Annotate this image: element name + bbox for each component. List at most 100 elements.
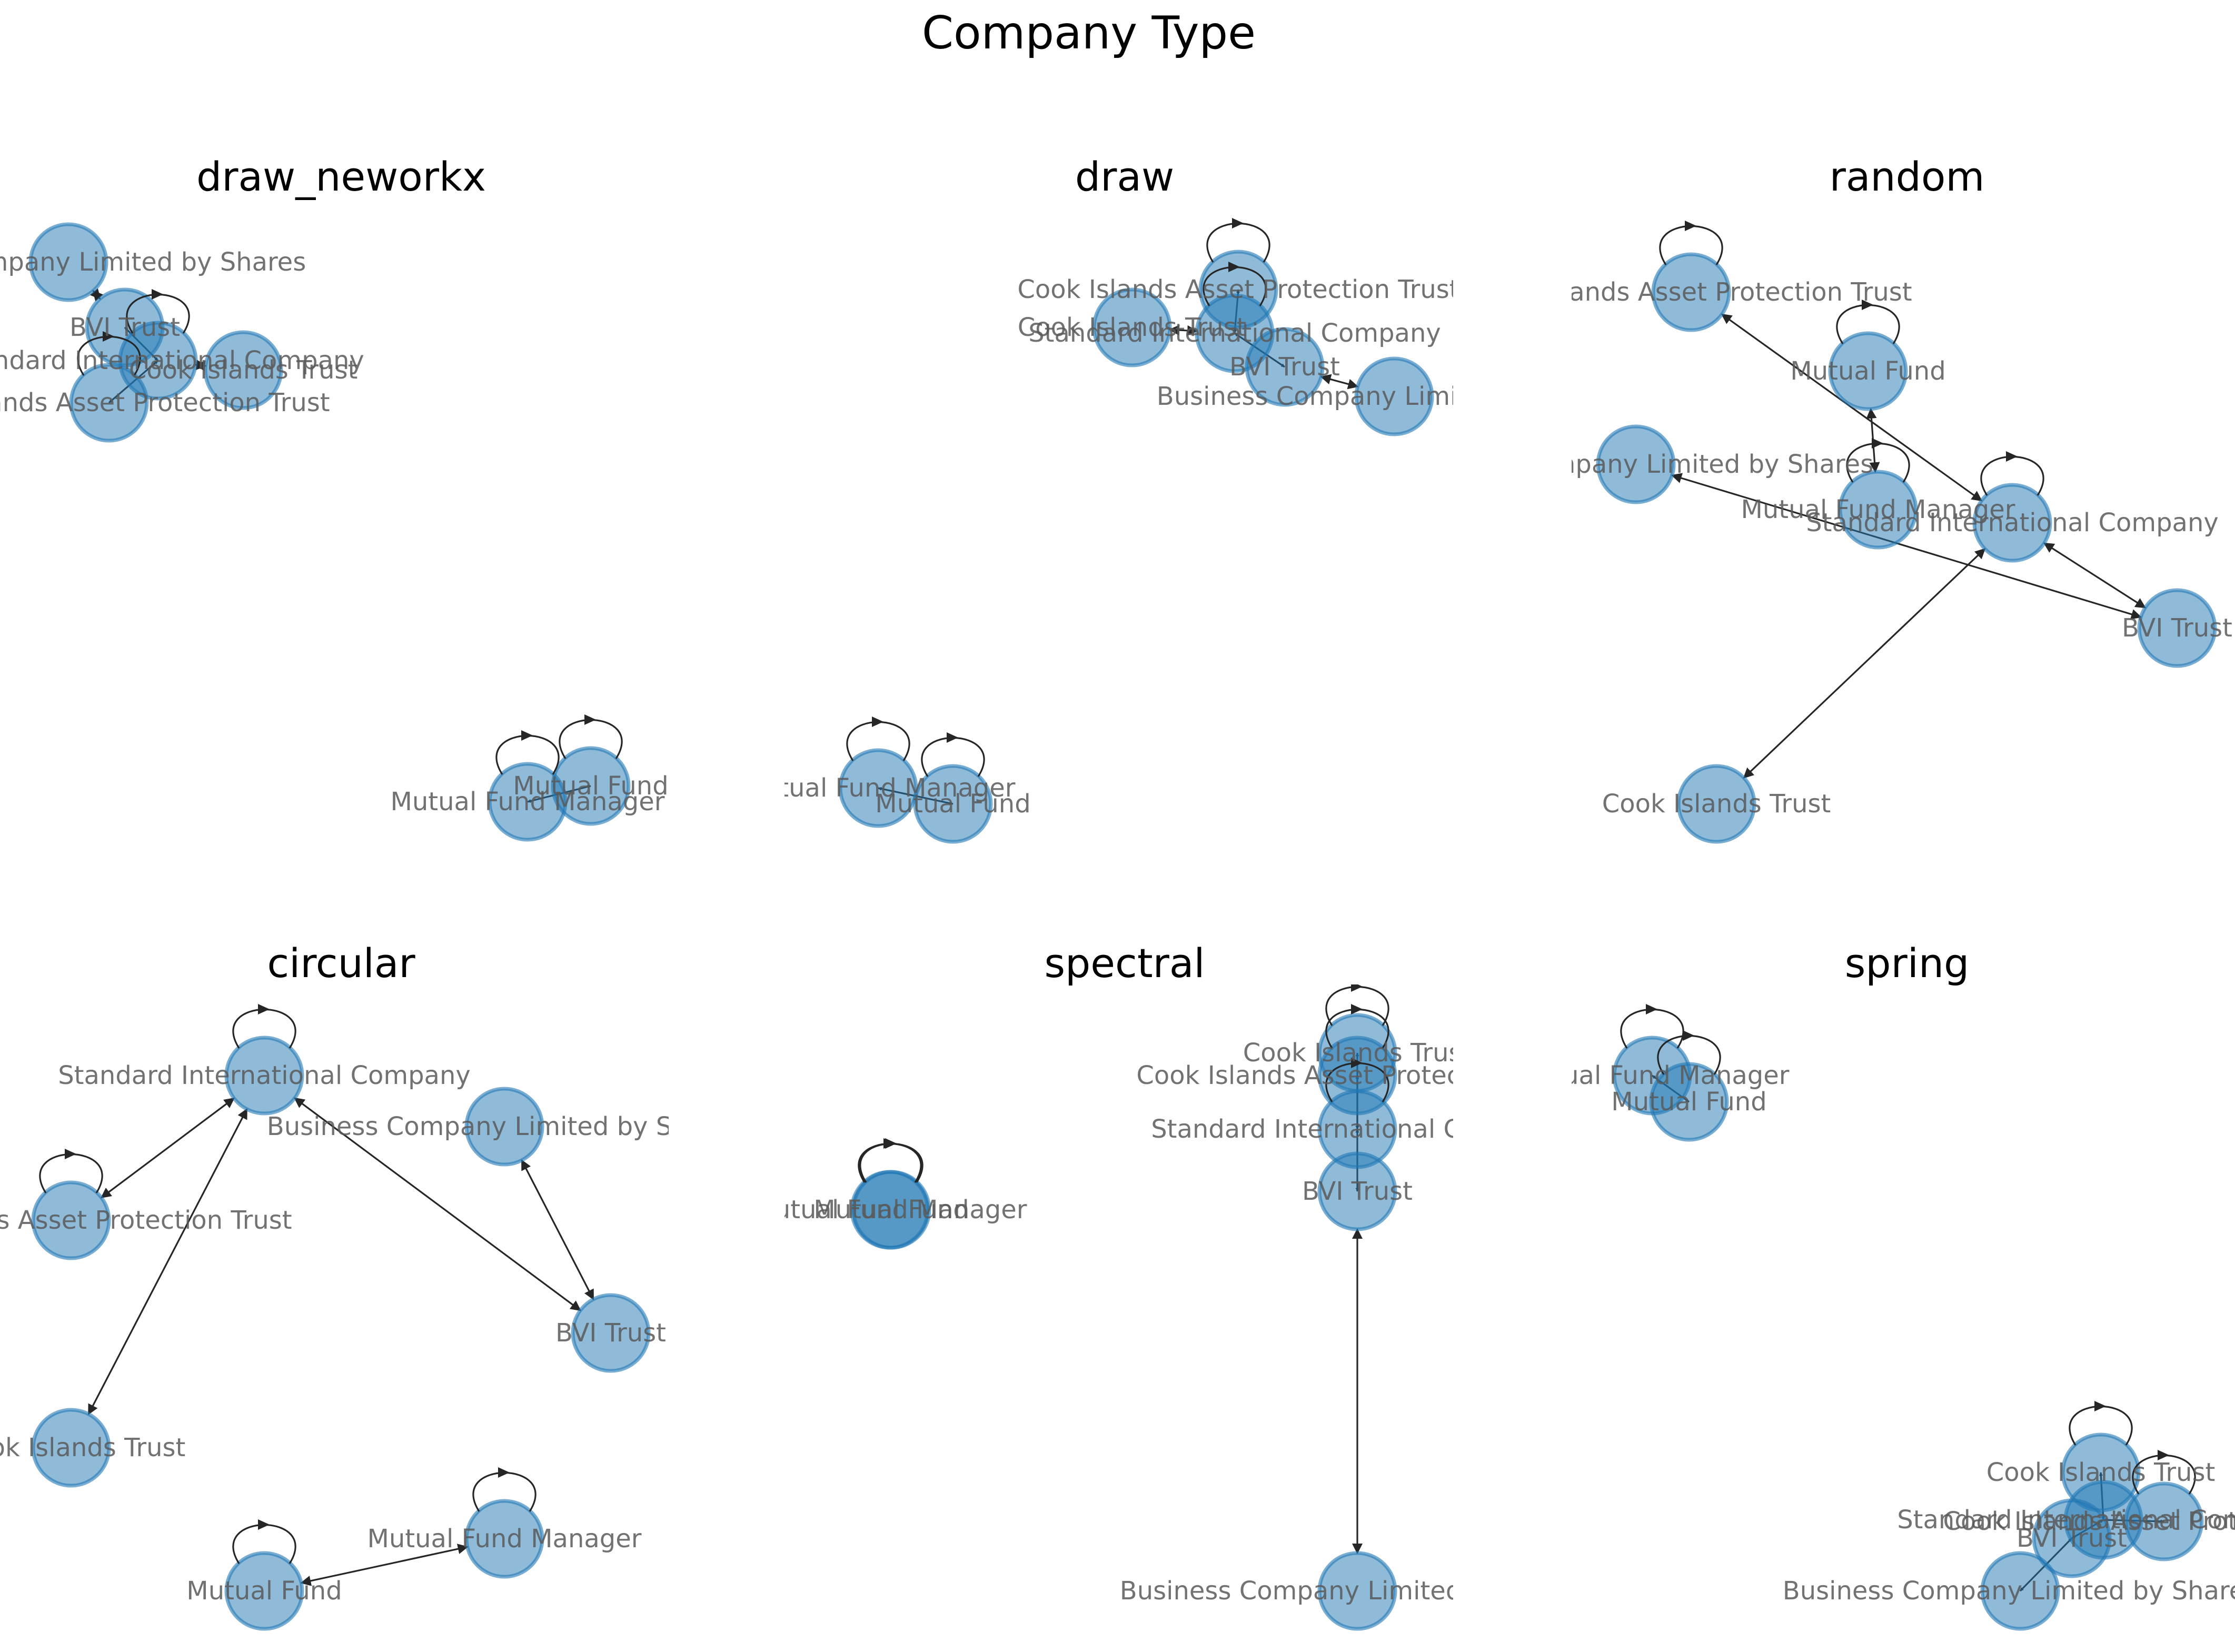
edge-sic-cit	[1743, 548, 1986, 779]
node-bcl	[1354, 356, 1434, 436]
edge-ciapt-sic	[1721, 313, 1983, 502]
self-loop-arrow	[521, 730, 533, 741]
node-label-mf: Mutual Fund	[186, 1576, 342, 1606]
self-loop-arrow	[885, 1138, 897, 1149]
panel-draw-neworkx: draw_neworkx Business Company Limited by …	[0, 153, 669, 842]
node-label-mfm: Mutual Fund Manager	[390, 787, 664, 817]
panel-title: spring	[1845, 940, 1970, 987]
node-bcl	[1317, 1551, 1397, 1631]
self-loop-arrow	[2094, 1401, 2106, 1411]
node-label-bvi: BVI Trust	[1302, 1177, 1413, 1206]
node-label-mf: Mutual Fund	[513, 771, 668, 801]
node-cit	[1676, 764, 1756, 844]
node-label-mf: Mutual Fund	[1611, 1087, 1766, 1117]
node-label-mfm: Mutual Fund Manager	[752, 1195, 1027, 1225]
node-bcl	[28, 222, 108, 302]
node-label-sic: Standard International Company	[1806, 508, 2219, 538]
self-loop-arrow	[103, 331, 114, 342]
node-label-ciapt: Cook Islands Asset Protection Trust	[0, 388, 330, 417]
node-sic	[224, 1036, 304, 1116]
node-label-cit: Cook Islands Trust	[0, 1433, 185, 1462]
node-mfm	[464, 1499, 544, 1579]
panel-title: draw_neworkx	[196, 153, 486, 200]
self-loop-arrow	[65, 1149, 76, 1159]
node-ciapt	[2124, 1481, 2204, 1561]
node-bcl	[464, 1087, 544, 1167]
node-label-sic: Standard International Company	[1028, 319, 1441, 348]
self-loop-arrow	[1646, 1004, 1657, 1014]
node-mf	[851, 1170, 931, 1250]
node-label-mfm: Mutual Fund Manager	[1741, 495, 2015, 524]
node-label-cit: Cook Islands Trust	[1986, 1458, 2216, 1487]
panel-draw: draw Cook Islands Trust Cook Islands Asset…	[741, 153, 1453, 844]
edge-sic-bvi	[2043, 542, 2147, 609]
node-label-bcl: Business Company Limited by Shares	[267, 1112, 742, 1141]
node-label-mfm: Mutual Fund Manager	[1515, 1061, 1789, 1090]
node-label-cit: Cook Islands Trust	[1602, 789, 1831, 819]
node-mf	[224, 1551, 304, 1631]
self-loop-arrow	[498, 1467, 510, 1478]
node-label-ciapt: Cook Islands Asset Protection Trust	[1943, 1507, 2235, 1536]
edge-bcl-bvi	[521, 1159, 594, 1300]
node-bvi	[571, 1293, 651, 1373]
node-bvi	[1317, 1151, 1397, 1231]
panel-circular: circular Standard International Company Bu…	[0, 940, 742, 1631]
node-label-bcl: Business Company Limited by Shares	[0, 247, 306, 277]
node-label-mf: Mutual Fund	[875, 789, 1030, 819]
self-loop-arrow	[2006, 451, 2018, 462]
self-loop-arrow	[1683, 1030, 1694, 1041]
node-bvi	[2032, 1498, 2112, 1578]
panel-title: random	[1830, 153, 1985, 200]
node-label-bvi: BVI Trust	[555, 1318, 666, 1348]
node-sic	[1972, 483, 2052, 563]
figure-title: Company Type	[922, 7, 1256, 59]
self-loop-arrow	[947, 732, 958, 743]
panel-title: draw	[1075, 153, 1174, 200]
self-loop-arrow	[152, 289, 163, 300]
node-cit	[203, 330, 283, 410]
self-loop-arrow	[872, 716, 883, 727]
node-label-ciapt: Cook Islands Asset Protection Trust	[1136, 1061, 1578, 1090]
node-label-bcl: Business Company Limited by Shares	[1783, 1576, 2235, 1606]
self-loop-arrow	[1228, 262, 1240, 272]
self-loop-arrow	[1862, 300, 1873, 310]
node-label-sic: Standard International Company	[0, 346, 364, 375]
node-bcl	[1980, 1551, 2060, 1631]
node-mfm	[1838, 470, 1918, 550]
self-loop-arrow	[1872, 438, 1883, 449]
node-bvi	[2137, 588, 2217, 668]
node-label-cit: Cook Islands Trust	[1243, 1038, 1472, 1068]
node-mf	[913, 764, 993, 844]
node-mf	[1649, 1062, 1729, 1142]
self-loop-arrow	[1685, 221, 1696, 231]
node-ciapt	[1651, 252, 1731, 332]
node-ciapt	[69, 363, 149, 443]
node-label-bvi: BVI Trust	[2122, 613, 2232, 643]
edge-sic-ciapt	[101, 1097, 235, 1199]
node-label-bvi: BVI Trust	[2017, 1524, 2127, 1553]
edge-cit-sic	[1168, 325, 1198, 336]
node-cit	[31, 1408, 111, 1488]
self-loop-arrow	[1232, 218, 1244, 228]
self-loop-arrow	[1351, 1004, 1363, 1014]
self-loop-arrow	[258, 1004, 270, 1014]
self-loop-arrow	[258, 1519, 270, 1530]
self-loop-arrow	[584, 714, 596, 725]
node-label-cit: Cook Islands Trust	[1018, 313, 1247, 342]
panel-title: spectral	[1044, 940, 1205, 987]
self-loop-arrow	[2158, 1450, 2169, 1460]
edge-sic-cit	[87, 1108, 248, 1415]
node-label-sic: Standard International Company	[1897, 1505, 2235, 1535]
node-label-cit: Cook Islands Trust	[129, 355, 358, 385]
node-label-bcl: Business Company Limited by Shares	[1120, 1576, 1595, 1606]
node-bcl	[1596, 424, 1676, 504]
node-label-ciapt: Cook Islands Asset Protection Trust	[0, 1206, 292, 1235]
node-label-mfm: Mutual Fund Manager	[741, 773, 1015, 803]
panel-title: circular	[267, 940, 415, 987]
node-label-mf: Mutual Fund	[813, 1195, 969, 1225]
node-bvi	[1245, 327, 1325, 407]
node-mf	[1828, 331, 1908, 411]
node-label-bvi: BVI Trust	[1229, 352, 1340, 382]
